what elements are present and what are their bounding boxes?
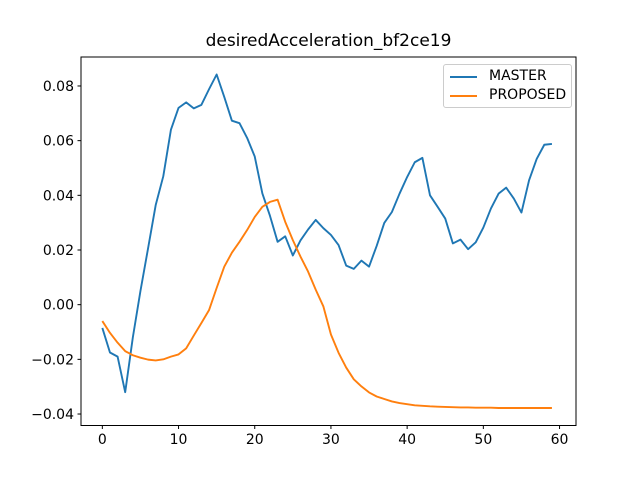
x-tick-label: 50 (474, 432, 492, 448)
series-line-master (101, 73, 553, 394)
x-tick-label: 0 (98, 432, 107, 448)
y-tick-label: −0.04 (31, 407, 74, 423)
plot-area: 0 10 20 30 40 50 60 −0.04 −0.02 0.00 0.02 0.04 0.06 0… (31, 56, 577, 448)
y-tick-label: 0.04 (43, 188, 74, 204)
proposed-line-swatch (450, 94, 477, 97)
x-tick-label: 10 (170, 432, 188, 448)
x-tick-label: 20 (246, 432, 264, 448)
legend: MASTER PROPOSED (443, 64, 572, 108)
master-line-swatch (450, 75, 477, 78)
axes-spines (80, 56, 577, 426)
legend-item-proposed: PROPOSED (450, 86, 567, 105)
x-tick-label: 30 (322, 432, 340, 448)
x-tick-label: 60 (551, 432, 569, 448)
legend-label-proposed: PROPOSED (489, 87, 567, 103)
series-line-proposed (101, 198, 552, 409)
legend-item-master: MASTER (450, 67, 565, 86)
legend-label-master: MASTER (489, 68, 547, 84)
x-tick-label: 40 (398, 432, 416, 448)
chart-title: desiredAcceleration_bf2ce19 (205, 31, 452, 51)
y-tick-label: 0.00 (43, 298, 74, 314)
y-tick-label: 0.02 (43, 243, 74, 259)
y-tick-label: 0.08 (43, 79, 74, 95)
y-tick-label: −0.02 (31, 352, 74, 368)
y-tick-label: 0.06 (43, 134, 74, 150)
